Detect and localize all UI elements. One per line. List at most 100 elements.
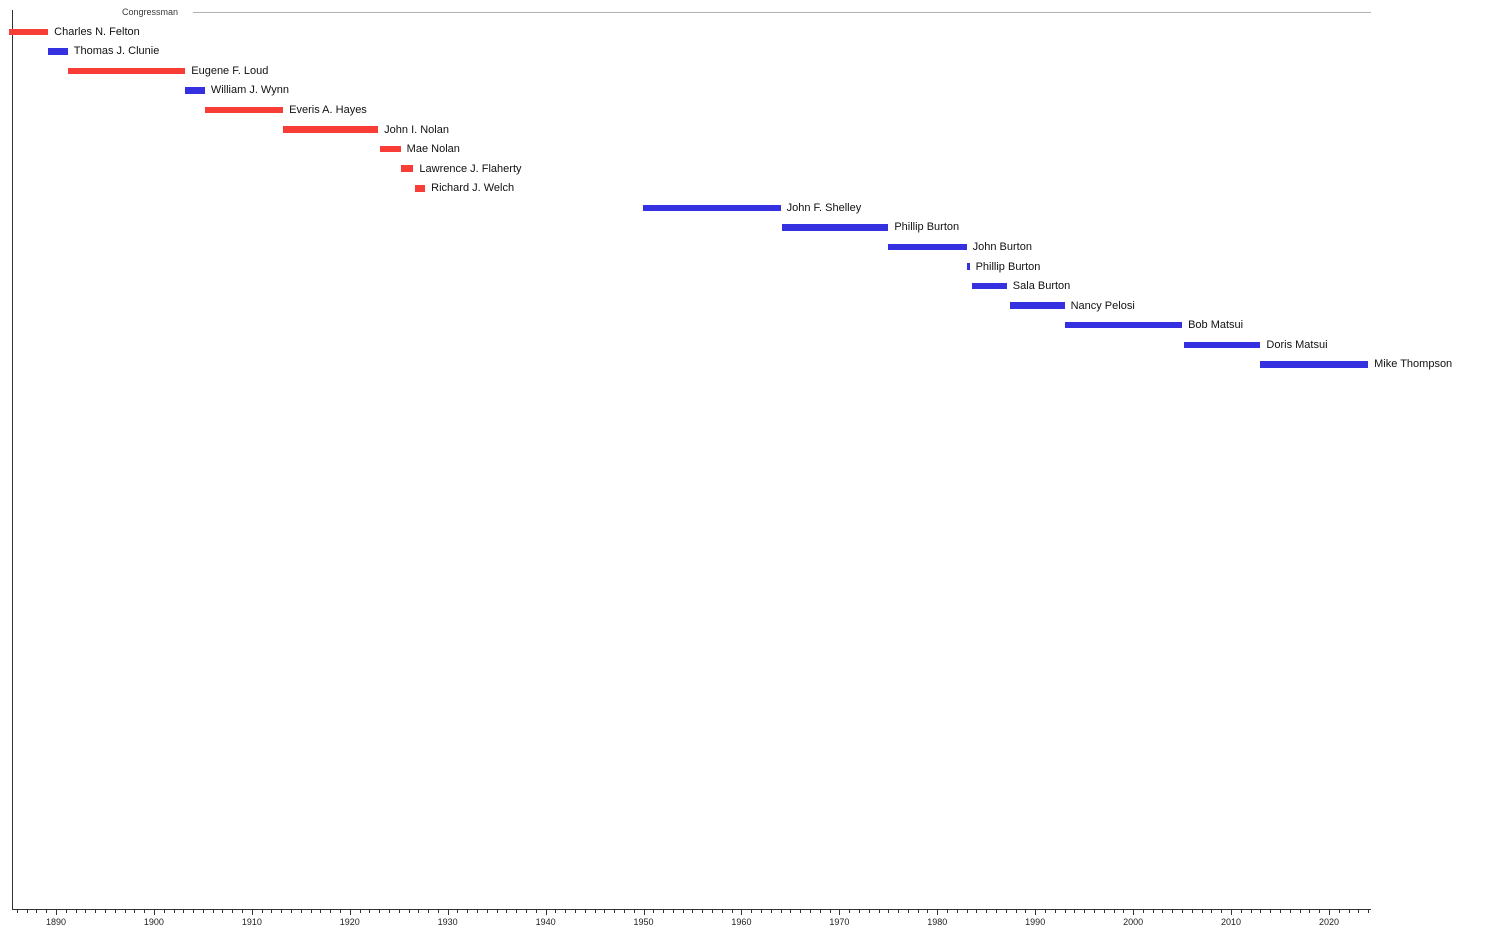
x-axis-minor-tick [1299,910,1301,913]
timeline-bar[interactable] [1184,341,1261,348]
x-axis-minor-tick [565,910,567,913]
timeline-bar[interactable] [283,126,379,133]
x-axis-minor-tick [496,910,498,913]
x-axis-minor-tick [242,910,244,913]
x-axis-minor-tick [457,910,459,913]
x-axis-minor-tick [369,910,371,913]
timeline-bar[interactable] [781,224,889,231]
x-axis-minor-tick [1358,910,1360,913]
x-axis-minor-tick [751,910,753,913]
x-axis-minor-tick [1250,910,1252,913]
x-axis-minor-tick [947,910,949,913]
bar-label: Everis A. Hayes [289,104,367,117]
x-axis-minor-tick [428,910,430,913]
x-axis-minor-tick [1280,910,1281,913]
x-axis-minor-tick [761,910,763,913]
timeline-bar[interactable] [185,87,205,94]
x-axis-major-tick [741,910,743,915]
x-axis-minor-tick [1201,910,1203,913]
x-axis-minor-tick [1064,910,1066,913]
timeline-bar[interactable] [1260,361,1369,368]
x-axis-minor-tick [555,910,557,913]
timeline-bar[interactable] [971,282,1007,290]
x-axis-minor-tick [614,910,616,913]
x-axis-minor-tick [183,910,185,913]
x-axis-minor-tick [1152,910,1154,913]
x-axis-minor-tick [1093,910,1095,913]
bar-label: Phillip Burton [975,260,1041,273]
x-axis-minor-tick [359,910,361,913]
x-axis-minor-tick [1123,910,1125,913]
x-axis-minor-tick [790,910,792,913]
x-axis-minor-tick [1162,910,1164,913]
x-axis-minor-tick [692,910,694,913]
x-axis-minor-tick [1054,910,1056,913]
x-axis-minor-tick [663,910,665,913]
x-axis-minor-tick [486,910,488,913]
x-axis-tick-label: 1960 [731,917,752,927]
x-axis-minor-tick [849,910,851,913]
x-axis-minor-tick [996,910,998,913]
x-axis-minor-tick [65,910,67,913]
x-axis-minor-tick [1025,910,1027,913]
x-axis-minor-tick [281,910,283,913]
x-axis-minor-tick [418,910,420,913]
x-axis-minor-tick [1338,910,1340,913]
x-axis-minor-tick [379,910,381,913]
timeline-bar[interactable] [888,243,967,251]
x-axis-minor-tick [320,910,322,913]
timeline-bar[interactable] [67,67,186,75]
x-axis-major-tick [251,910,253,915]
x-axis-minor-tick [36,910,38,913]
timeline-bar[interactable] [1064,321,1183,329]
x-axis-tick-label: 1890 [45,917,67,927]
x-axis-major-tick [1133,910,1135,915]
x-axis-minor-tick [516,910,518,913]
x-axis-minor-tick [1191,910,1193,913]
timeline-bar[interactable] [642,204,781,212]
group-header-line [193,12,1371,13]
x-axis-minor-tick [653,910,655,913]
x-axis-minor-tick [291,910,292,913]
x-axis-minor-tick [956,910,958,913]
bar-label: John I. Nolan [384,123,449,136]
x-axis-minor-tick [1103,910,1105,913]
timeline-bar[interactable] [1009,302,1065,309]
timeline-bar[interactable] [48,48,68,55]
x-axis-minor-tick [1368,910,1370,913]
x-axis-minor-tick [408,910,410,913]
x-axis-minor-tick [144,910,146,913]
x-axis-minor-tick [1221,910,1223,913]
x-axis-minor-tick [506,910,508,913]
x-axis-minor-tick [1240,910,1242,913]
x-axis-tick-label: 1910 [241,917,262,927]
x-axis-minor-tick [85,910,87,913]
x-axis-minor-tick [271,910,273,913]
timeline-bar[interactable] [204,106,284,114]
x-axis-minor-tick [888,910,890,913]
bar-label: Nancy Pelosi [1070,299,1135,312]
timeline-bar[interactable] [380,145,401,153]
x-axis-minor-tick [75,910,77,913]
x-axis-minor-tick [1211,910,1213,913]
x-axis-minor-tick [1044,910,1046,913]
x-axis-minor-tick [193,910,195,913]
x-axis-minor-tick [976,910,978,913]
x-axis-major-tick [545,910,547,915]
x-axis-minor-tick [702,910,704,913]
x-axis-minor-tick [917,910,919,913]
x-axis-minor-tick [1182,910,1184,913]
timeline-bar[interactable] [400,165,414,172]
timeline-bar[interactable] [966,263,970,270]
timeline-bar[interactable] [8,28,49,36]
x-axis-minor-tick [1015,910,1017,913]
x-axis-tick-label: 2000 [1123,917,1144,927]
timeline-bar[interactable] [415,185,426,192]
x-axis-major-tick [56,910,57,915]
x-axis-major-tick [349,910,351,915]
x-axis-minor-tick [261,910,263,913]
x-axis-minor-tick [388,910,390,913]
x-axis-minor-tick [1084,910,1086,913]
x-axis-tick-label: 1980 [927,917,948,927]
bar-label: Thomas J. Clunie [73,45,160,58]
